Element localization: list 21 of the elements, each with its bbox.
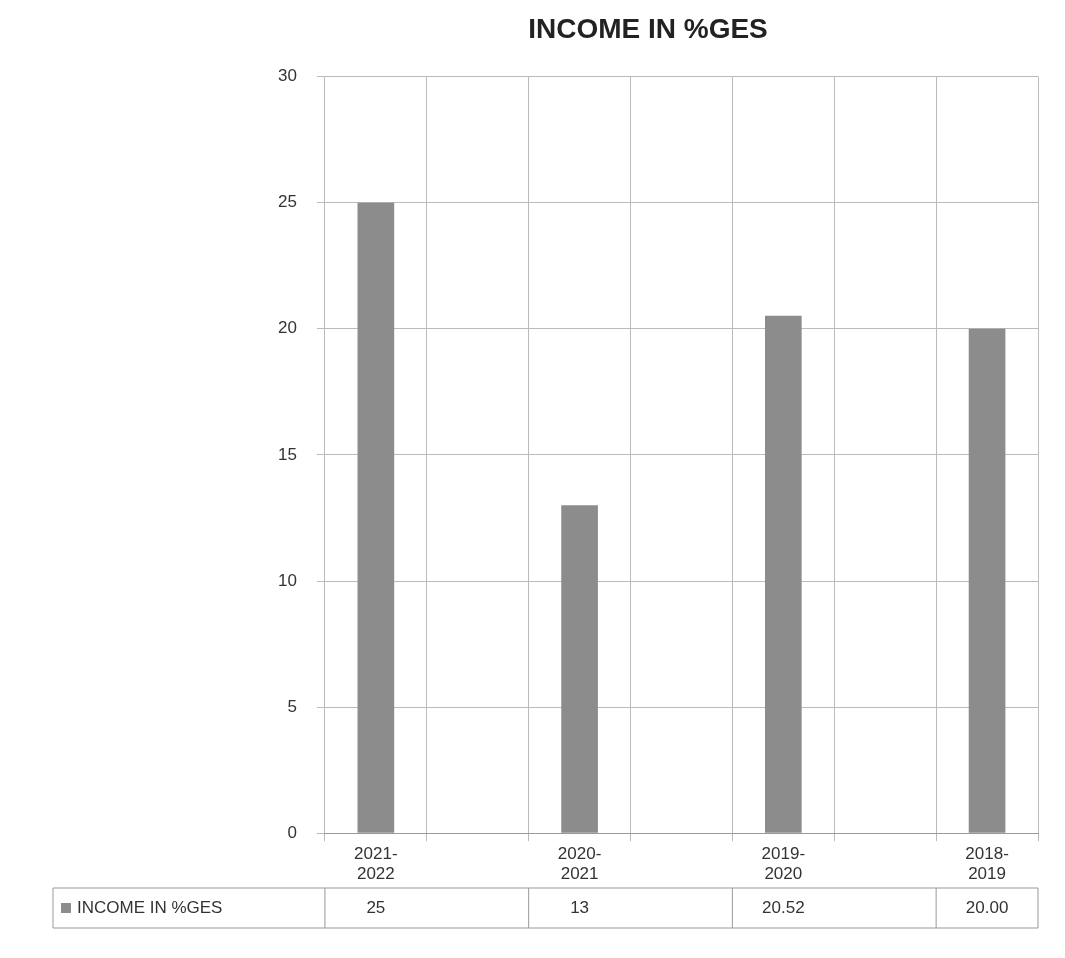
y-tick-label: 25 — [277, 192, 297, 212]
data-label: 25 — [366, 897, 386, 917]
y-tick-label: 15 — [277, 444, 297, 464]
data-label: 20.52 — [762, 897, 805, 917]
bar — [561, 505, 598, 833]
x-tick-label: 2018-2019 — [965, 844, 1009, 884]
y-tick-label: 30 — [277, 66, 297, 86]
bar — [764, 315, 802, 833]
x-tick-label: 2019-2020 — [761, 844, 806, 884]
x-tick-label: 2021-2022 — [354, 844, 398, 884]
legend-label: INCOME IN %GES — [77, 897, 223, 917]
y-tick-label: 5 — [287, 696, 297, 716]
bar — [968, 328, 1006, 833]
x-tick-label: 2020-2021 — [557, 844, 602, 884]
data-label: 13 — [570, 897, 590, 917]
bar — [357, 202, 395, 833]
y-tick-label: 20 — [277, 318, 297, 338]
y-tick-label: 10 — [277, 570, 297, 590]
chart-title: INCOME IN %GES — [528, 12, 768, 44]
y-tick-label: 0 — [287, 822, 297, 842]
data-label: 20.00 — [965, 897, 1009, 917]
